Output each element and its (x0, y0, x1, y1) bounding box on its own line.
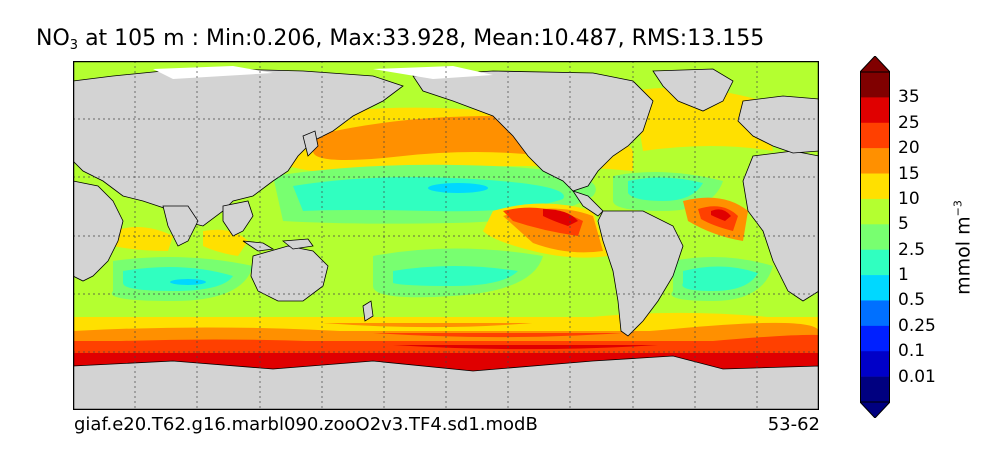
benguela-red (698, 206, 738, 231)
land-greenland (652, 68, 734, 112)
colorbar-tick-label: 1 (898, 265, 909, 286)
ocean-map (73, 61, 819, 410)
land-new-zealand (362, 300, 374, 322)
plot-title: NO3 at 105 m : Min:0.206, Max:33.928, Me… (36, 26, 764, 53)
colorbar-units: mmol m−3 (952, 178, 975, 318)
title-subscript: 3 (69, 38, 79, 53)
colorbar-segment (860, 325, 890, 352)
colorbar-segment (860, 97, 890, 124)
colorbar-tick-label: 0.01 (898, 366, 936, 387)
pacific-gyre-cyan (428, 183, 488, 193)
southern-ocean-wiggle-2 (73, 322, 819, 341)
land-indonesia (242, 240, 275, 252)
colorbar-segment (860, 173, 890, 200)
indian-teal (123, 267, 233, 291)
southern-ocean-wiggle-3 (73, 334, 819, 353)
land-africa-east (73, 180, 124, 282)
atlantic-south-teal (682, 266, 758, 291)
case-name: giaf.e20.T62.g16.marbl090.zooO2v3.TF4.sd… (74, 414, 538, 435)
colorbar-tick-label: 10 (898, 188, 920, 209)
colorbar-tick-label: 20 (898, 138, 920, 159)
land-south-america (597, 210, 684, 337)
colorbar-tick-label: 5 (898, 214, 909, 235)
colorbar-segment (860, 198, 890, 225)
colorbar-over-triangle (860, 56, 890, 73)
pacific-gyre-teal (293, 177, 564, 212)
colorbar-segment (860, 122, 890, 149)
colorbar-tick-label: 0.25 (898, 315, 936, 336)
land-eurasia (73, 68, 404, 227)
land-new-guinea (281, 238, 314, 250)
sp-gyre-teal (393, 266, 518, 286)
land-europe (737, 95, 819, 154)
colorbar-segment (860, 351, 890, 377)
colorbar-segment (860, 300, 890, 327)
land-se-asia (222, 200, 254, 237)
colorbar (860, 56, 890, 418)
indian-cyan (170, 279, 206, 285)
colorbar-tick-label: 2.5 (898, 239, 926, 260)
colorbar-tick-label: 15 (898, 163, 920, 184)
colorbar-tick-label: 0.5 (898, 290, 926, 311)
etp-darkred (543, 209, 578, 226)
arctic-missing-2 (373, 66, 493, 79)
atlantic-gyre-teal (628, 177, 703, 201)
colorbar-segment (860, 72, 890, 98)
colorbar-segment (860, 224, 890, 250)
land-africa-west (742, 150, 819, 302)
units-main: mmol m (952, 216, 975, 295)
map-frame (73, 61, 819, 410)
units-exponent: −3 (951, 200, 965, 217)
colorbar-segment (860, 376, 890, 403)
colorbar-tick-label: 35 (898, 87, 920, 108)
colorbar-tick-label: 0.1 (898, 341, 926, 362)
colorbar-segment (860, 148, 890, 174)
arabian-yellow (113, 227, 173, 251)
title-stats: at 105 m : Min:0.206, Max:33.928, Mean:1… (85, 26, 765, 51)
land-australia (250, 245, 329, 302)
colorbar-under-triangle (860, 401, 890, 418)
colorbar-segment (860, 249, 890, 276)
land-japan (302, 130, 319, 157)
benguela-darkred (711, 209, 731, 221)
colorbar-tick-label: 25 (898, 112, 920, 133)
title-species: NO (36, 26, 70, 51)
land-central-america (572, 190, 604, 217)
years-label: 53-62 (767, 414, 820, 435)
colorbar-segment (860, 275, 890, 301)
land-masses (73, 68, 819, 410)
graticule (73, 61, 819, 410)
arctic-missing (153, 66, 273, 79)
